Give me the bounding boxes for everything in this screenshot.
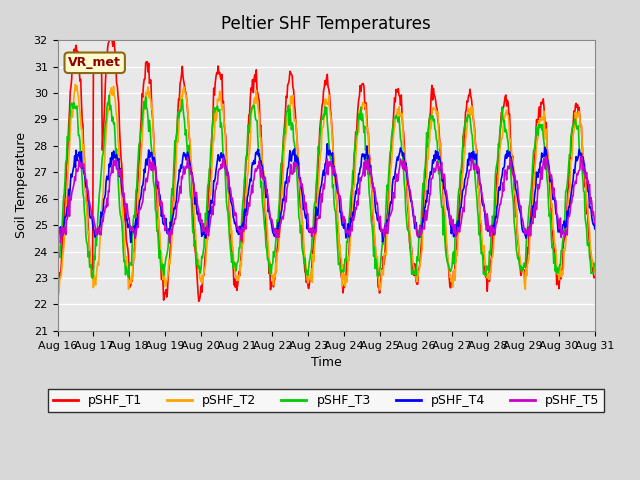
pSHF_T1 — [591, 274, 598, 280]
pSHF_T4 — [174, 180, 182, 186]
pSHF_T3 — [63, 133, 71, 139]
pSHF_T2 — [120, 238, 128, 243]
pSHF_T4 — [393, 157, 401, 163]
pSHF_T2 — [64, 166, 72, 172]
Title: Peltier SHF Temperatures: Peltier SHF Temperatures — [221, 15, 431, 33]
Line: pSHF_T5: pSHF_T5 — [58, 156, 595, 243]
pSHF_T2 — [72, 82, 79, 87]
Y-axis label: Soil Temperature: Soil Temperature — [15, 132, 28, 239]
pSHF_T5 — [63, 216, 71, 222]
pSHF_T3 — [591, 262, 598, 268]
pSHF_T4 — [127, 240, 134, 245]
X-axis label: Time: Time — [311, 356, 342, 369]
pSHF_T5 — [408, 201, 415, 206]
pSHF_T4 — [408, 205, 416, 211]
pSHF_T5 — [118, 185, 126, 191]
pSHF_T3 — [393, 113, 401, 119]
Legend: pSHF_T1, pSHF_T2, pSHF_T3, pSHF_T4, pSHF_T5: pSHF_T1, pSHF_T2, pSHF_T3, pSHF_T4, pSHF… — [48, 389, 604, 412]
pSHF_T5 — [543, 153, 550, 159]
Line: pSHF_T1: pSHF_T1 — [58, 40, 595, 301]
pSHF_T1 — [120, 197, 127, 203]
pSHF_T3 — [203, 201, 211, 207]
Text: VR_met: VR_met — [68, 56, 121, 69]
pSHF_T1 — [408, 265, 416, 271]
pSHF_T2 — [408, 253, 416, 259]
pSHF_T4 — [54, 230, 61, 236]
pSHF_T1 — [63, 159, 71, 165]
pSHF_T1 — [106, 37, 114, 43]
pSHF_T5 — [591, 221, 598, 227]
pSHF_T4 — [202, 225, 210, 230]
Line: pSHF_T2: pSHF_T2 — [58, 84, 595, 295]
pSHF_T4 — [63, 204, 71, 210]
Line: pSHF_T4: pSHF_T4 — [58, 144, 595, 242]
pSHF_T5 — [54, 228, 61, 234]
pSHF_T1 — [393, 89, 401, 95]
pSHF_T5 — [166, 240, 173, 246]
pSHF_T3 — [408, 268, 416, 274]
pSHF_T3 — [105, 93, 113, 98]
pSHF_T1 — [203, 224, 211, 230]
pSHF_T5 — [392, 178, 400, 184]
pSHF_T5 — [202, 231, 210, 237]
pSHF_T2 — [175, 129, 182, 134]
pSHF_T1 — [54, 286, 61, 291]
pSHF_T3 — [175, 115, 182, 120]
pSHF_T4 — [118, 192, 126, 198]
pSHF_T4 — [591, 226, 598, 232]
pSHF_T2 — [54, 292, 62, 298]
Line: pSHF_T3: pSHF_T3 — [58, 96, 595, 278]
pSHF_T2 — [203, 237, 211, 242]
pSHF_T1 — [195, 299, 203, 304]
pSHF_T5 — [174, 199, 182, 205]
pSHF_T2 — [54, 280, 61, 286]
pSHF_T3 — [54, 260, 61, 265]
pSHF_T2 — [591, 269, 598, 275]
pSHF_T2 — [393, 112, 401, 118]
pSHF_T3 — [120, 259, 128, 264]
pSHF_T4 — [323, 141, 331, 146]
pSHF_T1 — [174, 108, 182, 114]
pSHF_T3 — [89, 275, 97, 281]
